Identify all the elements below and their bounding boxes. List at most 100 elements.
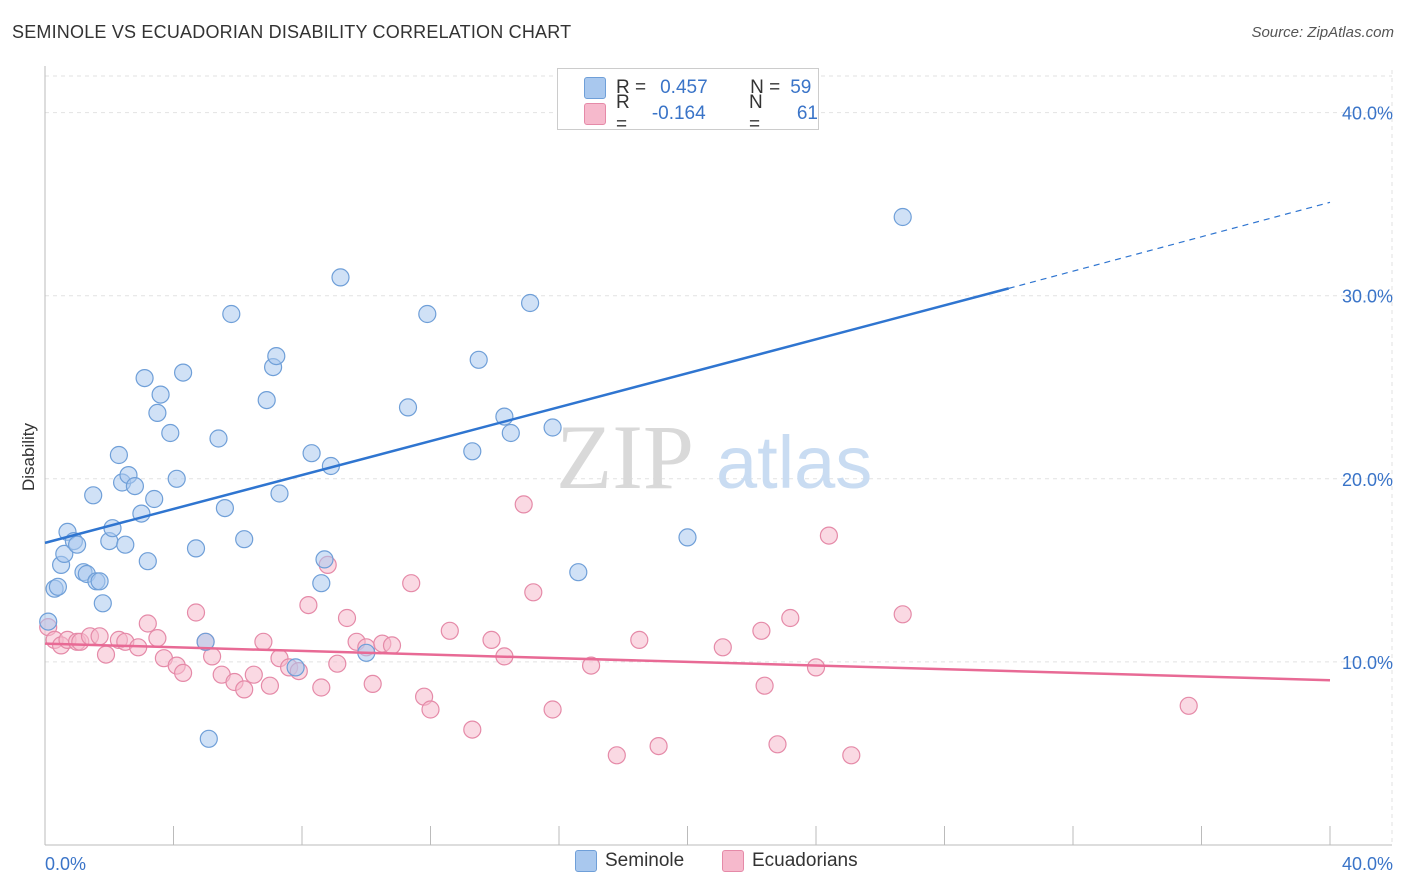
ecuadorians-point xyxy=(174,663,193,683)
ecuadorians-point xyxy=(260,676,279,695)
seminole-point xyxy=(116,535,135,554)
seminole-point xyxy=(302,444,321,463)
seminole-point xyxy=(398,398,418,417)
seminole-point xyxy=(312,574,331,593)
ecuadorians-point xyxy=(337,608,357,628)
ecuadorians-points xyxy=(39,495,1198,765)
seminole-point xyxy=(125,477,144,496)
ecuadorians-point xyxy=(363,674,382,694)
ecuadorians-trend-line xyxy=(44,642,1331,682)
seminole-point xyxy=(67,535,87,554)
ecuadorians-point xyxy=(581,656,601,675)
seminole-point xyxy=(286,658,305,677)
axis-labels: 10.0% 20.0% 30.0% 40.0% 0.0% 40.0% Disability xyxy=(19,104,1393,874)
seminole-point xyxy=(84,486,103,505)
ecuadorians-point xyxy=(463,720,482,739)
seminole-legend-label: Seminole xyxy=(605,850,685,871)
seminole-trend-extension xyxy=(1008,201,1331,289)
r-label: R = xyxy=(616,92,630,135)
ecuadorians-point xyxy=(254,632,273,651)
ecuadorians-point xyxy=(138,614,157,633)
seminole-point xyxy=(39,612,58,631)
ecuadorians-point xyxy=(90,627,109,646)
ecuadorians-point xyxy=(312,678,331,697)
seminole-point xyxy=(186,539,206,558)
seminole-point xyxy=(196,632,215,651)
seminole-point xyxy=(418,304,437,324)
series-legend: Seminole Ecuadorians xyxy=(0,850,1406,878)
chart-title: SEMINOLE VS ECUADORIAN DISABILITY CORREL… xyxy=(12,22,572,42)
ecuadorians-point xyxy=(1179,696,1198,715)
ecuadorians-point xyxy=(630,630,649,650)
ecuadorians-point xyxy=(607,746,626,765)
ecuadorians-point xyxy=(402,574,421,593)
seminole-point xyxy=(167,469,186,488)
ecuadorians-point xyxy=(148,628,167,648)
n-label: N = xyxy=(749,92,763,135)
seminole-point xyxy=(678,528,697,547)
seminole-point xyxy=(543,418,562,437)
legend-item-seminole[interactable]: Seminole xyxy=(575,850,684,872)
ecuadorians-point xyxy=(421,700,440,719)
seminole-point xyxy=(161,423,180,443)
seminole-point xyxy=(463,442,482,461)
ecuadorians-point xyxy=(819,526,839,545)
ecuadorians-point xyxy=(768,735,787,754)
seminole-points xyxy=(39,207,912,748)
seminole-point xyxy=(501,423,520,443)
seminole-point xyxy=(257,391,276,410)
legend-item-ecuadorians[interactable]: Ecuadorians xyxy=(722,850,858,872)
source-label: Source: ZipAtlas.com xyxy=(1251,24,1394,41)
seminole-swatch xyxy=(584,77,606,99)
ecuadorians-point xyxy=(186,603,206,622)
seminole-point xyxy=(48,577,68,596)
n-value: 61 xyxy=(796,103,818,124)
ecuadorians-point xyxy=(842,746,861,765)
ecuadorians-point xyxy=(524,583,543,602)
y-tick-label: 40.0% xyxy=(1342,104,1393,124)
ecuadorians-point xyxy=(893,605,912,624)
seminole-trend-line xyxy=(44,287,1010,545)
axes xyxy=(44,66,1392,846)
seminole-point xyxy=(215,499,234,518)
watermark: ZIP atlas xyxy=(556,406,872,508)
seminole-point xyxy=(199,729,218,748)
r-value: -0.164 xyxy=(651,103,706,124)
ecuadorians-point xyxy=(806,658,826,677)
seminole-legend-swatch xyxy=(575,850,597,872)
x-tick-label: 0.0% xyxy=(45,854,86,874)
legend-row-ecuadorians: R = -0.164 N = 61 xyxy=(616,92,818,135)
y-axis-label: Disability xyxy=(19,422,38,491)
ecuadorians-point xyxy=(781,608,800,628)
ecuadorians-point xyxy=(514,495,533,514)
r-label: R = xyxy=(616,77,647,98)
seminole-point xyxy=(267,347,286,366)
y-tick-label: 30.0% xyxy=(1342,287,1393,307)
seminole-point xyxy=(109,445,129,465)
seminole-point xyxy=(222,304,241,324)
seminole-point xyxy=(151,385,170,404)
n-label: N = xyxy=(750,77,781,98)
seminole-point xyxy=(90,572,109,591)
ecuadorians-point xyxy=(755,676,774,695)
seminole-point xyxy=(145,489,164,509)
ecuadorians-point xyxy=(752,621,771,640)
ecuadorians-point xyxy=(713,638,732,657)
ecuadorians-point xyxy=(382,636,402,655)
seminole-point xyxy=(55,544,74,564)
ecuadorians-legend-label: Ecuadorians xyxy=(752,850,858,871)
seminole-point xyxy=(270,484,289,503)
seminole-point xyxy=(331,268,350,287)
watermark-atlas: atlas xyxy=(716,421,872,504)
ecuadorians-swatch xyxy=(584,103,606,125)
seminole-point xyxy=(893,207,912,227)
ecuadorians-point xyxy=(649,736,668,756)
trend-lines xyxy=(44,201,1331,682)
ecuadorians-point xyxy=(482,630,501,650)
seminole-point xyxy=(209,429,228,448)
ecuadorians-point xyxy=(244,665,263,684)
seminole-point xyxy=(569,563,588,582)
correlation-legend: R = 0.457 N = 59 R = -0.164 N = 61 xyxy=(557,68,819,135)
seminole-point xyxy=(315,550,334,569)
